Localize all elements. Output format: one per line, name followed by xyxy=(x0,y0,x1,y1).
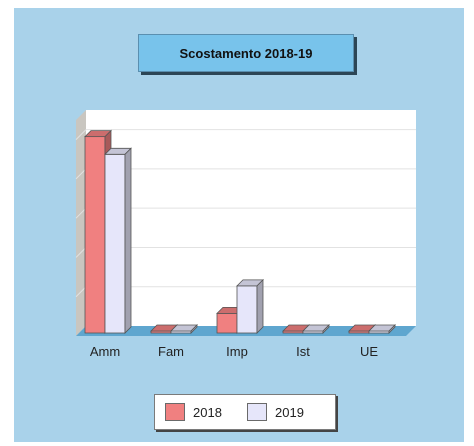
gridline-side xyxy=(75,247,87,258)
gridline-side xyxy=(75,286,87,298)
bar-side-2019-Fam xyxy=(190,324,198,334)
legend: 2018 2019 xyxy=(154,394,336,430)
bar-2019-Imp xyxy=(236,285,258,334)
x-tick-label-Amm: Amm xyxy=(90,344,120,359)
legend-swatch-2019 xyxy=(247,403,267,421)
legend-item-2019: 2019 xyxy=(247,403,304,421)
gridline-side xyxy=(75,168,87,180)
legend-swatch-2018 xyxy=(165,403,185,421)
gridline-side xyxy=(75,129,87,140)
chart-title: Scostamento 2018-19 xyxy=(138,34,354,72)
plot-side-wall xyxy=(76,110,86,336)
legend-item-2018: 2018 xyxy=(165,403,222,421)
bar-side-2019-Imp xyxy=(256,278,264,334)
legend-label-2019: 2019 xyxy=(275,404,304,420)
x-tick-label-Imp: Imp xyxy=(226,344,248,359)
gridline-side xyxy=(75,207,87,219)
x-tick-label-UE: UE xyxy=(360,344,378,359)
x-tick-label-Ist: Ist xyxy=(296,344,310,359)
bar-side-2019-Ist xyxy=(322,324,330,334)
legend-label-2018: 2018 xyxy=(193,404,222,420)
bar-side-2019-Amm xyxy=(124,147,132,334)
bar-2019-Amm xyxy=(104,153,126,334)
bar-2018-Amm xyxy=(84,136,106,334)
bar-2018-Imp xyxy=(216,312,238,334)
bar-side-2019-UE xyxy=(388,324,396,334)
x-tick-label-Fam: Fam xyxy=(158,344,184,359)
